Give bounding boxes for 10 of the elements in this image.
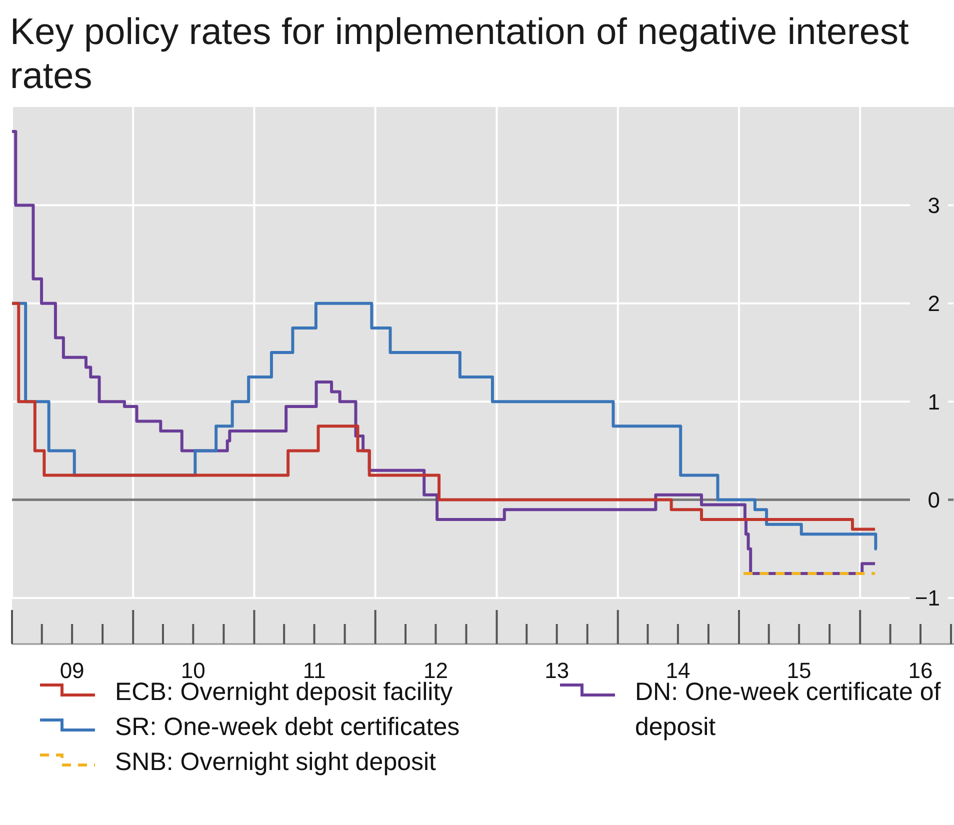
y-tick-label: −1 — [914, 586, 940, 611]
x-tick-label: 13 — [544, 658, 570, 683]
y-tick-label: 2 — [928, 291, 940, 316]
y-tick-label: 0 — [928, 488, 940, 512]
legend-label: SNB: Overnight sight deposit — [115, 748, 436, 776]
legend-label: SR: One-week debt certificates — [115, 713, 460, 741]
x-tick-label: 09 — [60, 658, 84, 683]
y-tick-label: 1 — [928, 389, 940, 414]
y-tick-label: 3 — [928, 192, 940, 218]
chart-title: Key policy rates for implementation of negative interest rates — [10, 11, 910, 96]
